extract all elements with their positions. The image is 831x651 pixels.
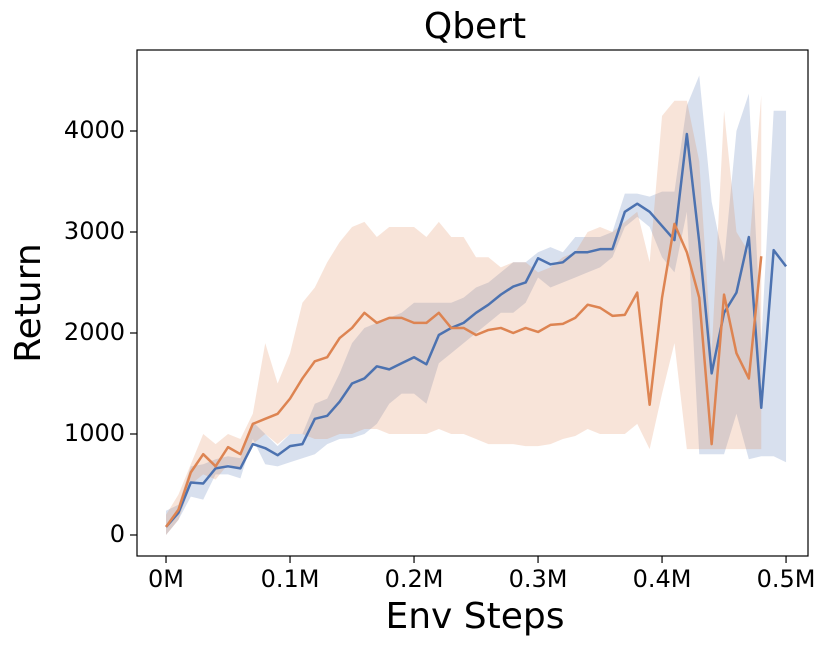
y-tick-label: 0 [110,520,125,548]
y-tick-label: 2000 [64,318,125,346]
y-tick-label: 4000 [64,116,125,144]
x-tick-label: 0.3M [509,565,568,593]
chart-title: Qbert [424,6,526,47]
x-tick-label: 0.1M [261,565,320,593]
y-axis-label: Return [8,243,49,362]
confidence-band [166,75,787,535]
y-tick-label: 1000 [64,419,125,447]
y-tick-label: 3000 [64,217,125,245]
series-line [165,132,788,528]
x-tick-label: 0.5M [757,565,816,593]
confidence-band [166,95,762,535]
series-line [165,222,763,528]
x-axis-label: Env Steps [385,596,564,637]
x-tick-label: 0.4M [633,565,692,593]
x-tick-label: 0M [148,565,184,593]
x-tick-label: 0.2M [385,565,444,593]
plot-frame [136,49,809,557]
